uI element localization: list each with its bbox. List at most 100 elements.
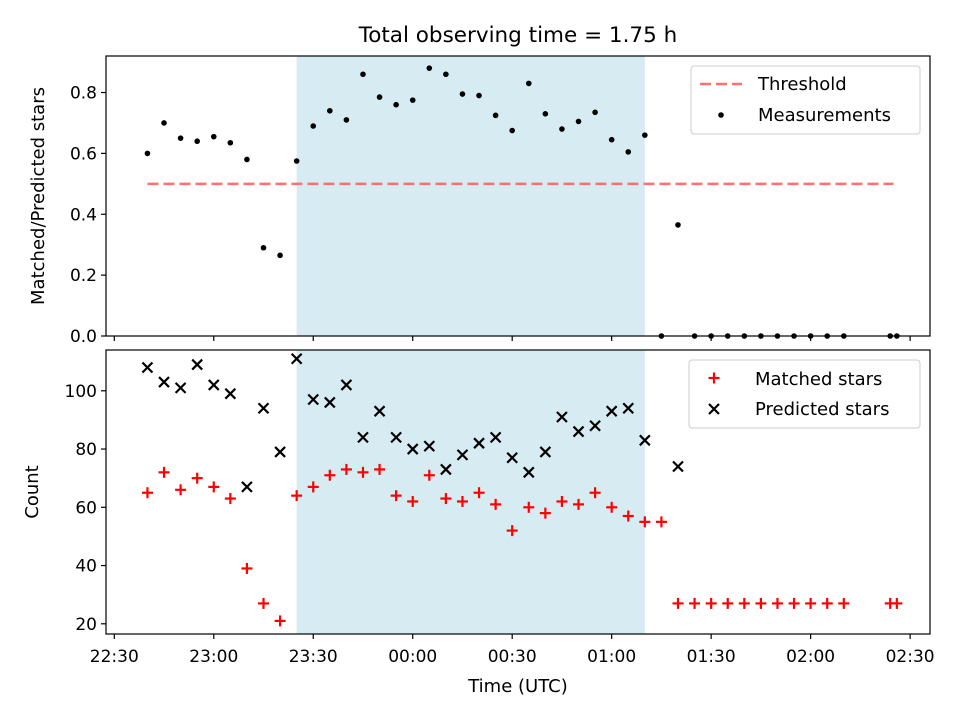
predicted-star-point (522, 466, 535, 479)
predicted-star-point (290, 352, 303, 365)
predicted-star-point (423, 440, 436, 452)
measurement-point (343, 117, 350, 123)
predicted-star-point (473, 437, 485, 449)
top-axes: 0.00.20.40.60.8 Matched/Predicted stars … (28, 55, 931, 347)
matched-star-point (407, 495, 419, 507)
matched-star-point (672, 597, 684, 609)
measurement-point (293, 158, 300, 164)
top-y-tick-label: 0.8 (70, 84, 97, 104)
bottom-y-tick-label: 60 (75, 498, 97, 518)
matched-star-point (357, 466, 369, 478)
predicted-stars-points (141, 352, 684, 493)
predicted-star-point (440, 463, 452, 476)
legend-measurement-swatch (718, 112, 724, 118)
predicted-star-point (141, 361, 154, 374)
matched-star-point (473, 487, 485, 499)
measurement-point (509, 127, 515, 134)
measurement-point (443, 71, 449, 78)
legend-matched-label: Matched stars (755, 369, 882, 390)
matched-star-point (324, 469, 336, 481)
predicted-star-point (390, 431, 402, 444)
matched-star-point (589, 487, 601, 499)
predicted-star-point (241, 481, 253, 493)
top-y-axis-label: Matched/Predicted stars (28, 87, 49, 305)
bottom-legend-box (688, 359, 921, 429)
measurement-point (227, 139, 234, 146)
legend-measurements-label: Measurements (758, 105, 891, 126)
matched-star-point (241, 562, 253, 574)
matched-stars-points (141, 463, 903, 627)
predicted-star-point (158, 376, 170, 388)
predicted-star-point (556, 411, 568, 423)
predicted-star-point (639, 434, 651, 447)
measurement-point (675, 222, 681, 228)
measurement-point (409, 97, 416, 103)
bottom-axes-frame (105, 349, 931, 635)
legend-matched-swatch (708, 372, 720, 384)
matched-star-point (755, 597, 767, 609)
predicted-star-point (672, 460, 684, 473)
predicted-star-point (373, 405, 386, 417)
measurement-point (592, 109, 598, 116)
predicted-star-point (572, 425, 585, 438)
bottom-y-tick-label: 100 (65, 382, 97, 402)
matched-star-point (340, 463, 352, 475)
matched-star-point (891, 597, 903, 609)
predicted-star-point (324, 396, 336, 409)
bottom-x-ticks: 22:30 23:00 23:30 00:00 00:30 01:00 01:30 02:00… (90, 634, 935, 667)
x-tick-label: 02:00 (786, 647, 835, 667)
predicted-star-point (340, 379, 353, 391)
x-tick-label: 00:30 (488, 647, 537, 667)
predicted-star-point (357, 431, 369, 444)
matched-star-point (838, 597, 850, 609)
matched-star-point (705, 597, 717, 609)
legend-predicted-swatch (708, 403, 720, 415)
matched-star-point (440, 493, 452, 505)
top-y-tick-label: 0.4 (70, 205, 97, 225)
measurement-points (144, 65, 900, 339)
x-tick-label: 01:30 (687, 647, 736, 667)
matched-star-point (606, 501, 618, 513)
measurement-point (327, 107, 333, 114)
measurement-point (310, 123, 317, 129)
matched-star-point (556, 495, 568, 507)
bottom-axes: 20 40 60 80 100 22:30 23:00 23:30 00:00 00:30 01:… (22, 349, 935, 697)
matched-star-point (738, 597, 750, 609)
predicted-star-point (207, 379, 220, 391)
matched-star-point (506, 525, 518, 537)
matched-star-point (788, 597, 800, 609)
matched-star-point (573, 498, 585, 510)
measurement-point (144, 150, 151, 157)
top-y-ticks: 0.0 0.2 0.4 0.6 0.8 (70, 84, 106, 347)
measurement-point (492, 112, 499, 119)
matched-star-point (291, 490, 303, 502)
x-tick-label: 23:30 (289, 647, 338, 667)
measurement-point (277, 252, 283, 259)
legend-threshold-label: Threshold (757, 74, 847, 95)
x-tick-label: 02:30 (886, 647, 935, 667)
measurement-point (542, 111, 549, 117)
measurement-point (426, 65, 433, 71)
matched-star-point (639, 516, 651, 528)
matched-star-point (307, 481, 319, 493)
predicted-star-point (622, 402, 635, 415)
matched-star-point (191, 472, 203, 484)
measurement-point (575, 118, 582, 125)
matched-star-point (821, 597, 833, 609)
bottom-legend: Matched stars Predicted stars (688, 359, 921, 429)
predicted-star-point (406, 443, 419, 455)
matched-star-point (722, 597, 734, 609)
top-y-tick-label: 0.2 (70, 266, 97, 286)
predicted-star-point (274, 446, 286, 458)
measurement-point (459, 91, 466, 97)
matched-star-point (771, 597, 783, 609)
legend-x-marker (708, 403, 720, 415)
predicted-star-point (489, 431, 502, 444)
matched-star-point (175, 484, 187, 496)
predicted-star-point (307, 393, 320, 406)
bottom-y-ticks: 20 40 60 80 100 (65, 382, 106, 635)
predicted-star-point (456, 449, 469, 461)
predicted-star-point (224, 387, 237, 400)
predicted-star-point (174, 382, 187, 394)
x-tick-label: 23:00 (189, 647, 238, 667)
